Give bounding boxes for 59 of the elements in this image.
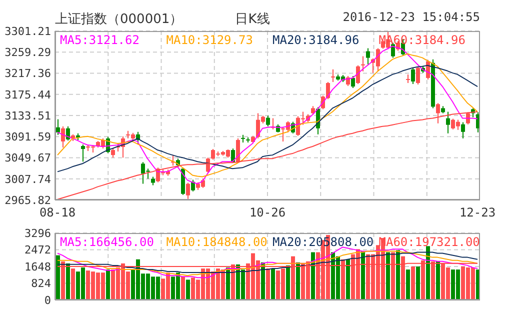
bar xyxy=(311,252,315,300)
text: MA5:3121.62 xyxy=(59,33,140,47)
y-tick-label: 3217.36 xyxy=(4,67,51,80)
candlestick xyxy=(446,111,450,134)
y-tick-label: 3133.51 xyxy=(4,109,51,122)
candlestick xyxy=(81,144,85,162)
candlestick xyxy=(361,56,365,72)
y-tick-label: 3175.44 xyxy=(4,88,52,102)
bar xyxy=(416,266,420,300)
candlestick xyxy=(461,122,465,139)
series-label: MA5:166456.00 xyxy=(59,235,155,249)
bar xyxy=(436,261,440,300)
bar xyxy=(426,246,430,300)
y-tick-label: 2965.82 xyxy=(4,194,51,207)
bar xyxy=(181,276,185,300)
y-tick-label: 1648 xyxy=(24,260,51,274)
y-tick-label: 0 xyxy=(44,294,51,307)
x-tick-label: 12-23 xyxy=(459,206,496,220)
bar xyxy=(286,265,290,300)
candlestick xyxy=(331,68,335,82)
y-tick-label: 3301.21 xyxy=(4,24,51,38)
candlestick xyxy=(366,48,370,65)
candlestick xyxy=(66,126,70,141)
candlestick xyxy=(351,75,355,89)
bar xyxy=(406,270,410,300)
y-tick-label: 3007.74 xyxy=(4,172,52,186)
bar xyxy=(386,252,390,300)
y-tick-label: 2472 xyxy=(24,244,51,257)
candlestick xyxy=(186,182,190,200)
bar xyxy=(296,262,300,300)
bar xyxy=(346,259,350,300)
text: 2016-12-23 15:04:55 xyxy=(342,10,480,24)
bar xyxy=(66,263,70,300)
candlestick xyxy=(191,179,195,192)
bar xyxy=(411,266,415,300)
y-tick-label: 3296 xyxy=(24,226,51,240)
bar xyxy=(56,255,60,300)
x-tick-label: 10-26 xyxy=(249,206,286,220)
candlestick xyxy=(56,118,60,136)
candlestick xyxy=(111,148,115,158)
series-label: MA10:184848.00 xyxy=(165,235,268,249)
y-tick-label: 824 xyxy=(31,277,52,290)
y-tick-label: 3091.59 xyxy=(4,130,51,144)
candlestick xyxy=(266,115,270,127)
chart-title: 上证指数（000001） xyxy=(55,11,183,28)
y-tick-label: 3049.67 xyxy=(4,152,51,165)
x-tick-label: 08-18 xyxy=(39,206,76,220)
text: MA10:3129.73 xyxy=(165,33,254,47)
candlestick xyxy=(411,67,415,85)
text: MA20:3184.96 xyxy=(272,33,360,47)
bar xyxy=(271,268,275,300)
bar xyxy=(396,250,400,300)
y-tick-label: 3259.29 xyxy=(4,46,51,60)
chart-subtitle: 日K线 xyxy=(235,12,270,27)
candlestick xyxy=(61,126,65,148)
bar xyxy=(106,270,110,300)
bar xyxy=(186,280,190,300)
bar xyxy=(361,251,365,300)
candlestick xyxy=(416,66,420,86)
